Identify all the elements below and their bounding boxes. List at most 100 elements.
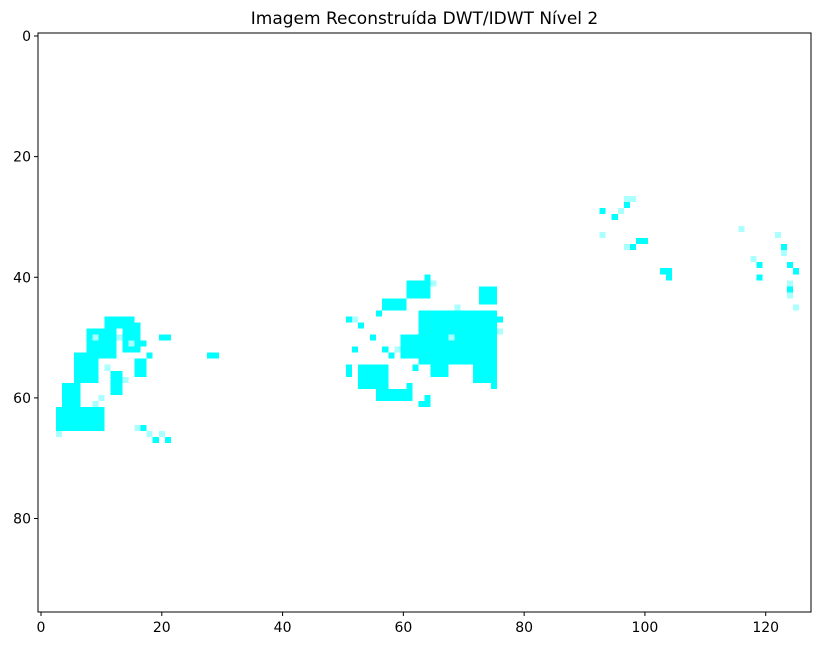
heatmap-cell-67 [786, 286, 793, 293]
heatmap-region-15 [382, 298, 407, 311]
heatmap-region-1 [62, 382, 81, 407]
heatmap-cell-69 [792, 304, 799, 311]
heatmap-cell-32 [418, 400, 425, 407]
x-tick-label: 20 [153, 620, 171, 636]
heatmap-region-11 [430, 358, 449, 377]
y-tick-label: 40 [13, 270, 31, 286]
heatmap-cell-37 [454, 304, 461, 311]
heatmap-region-14 [406, 280, 431, 299]
x-tick-label: 0 [37, 620, 46, 636]
heatmap-cell-54 [660, 268, 667, 275]
heatmap-region-12 [376, 388, 413, 401]
x-tick-label: 120 [752, 620, 779, 636]
heatmap-cell-45 [623, 201, 630, 208]
chart-title: Imagem Reconstruída DWT/IDWT Nível 2 [251, 9, 598, 29]
x-tick-label: 80 [515, 620, 533, 636]
heatmap-cell-10 [158, 334, 165, 341]
heatmap-cell-13 [213, 352, 220, 359]
heatmap-cell-57 [738, 226, 745, 233]
heatmap-cell-62 [756, 262, 763, 269]
y-axis: 0 20 40 60 80 [13, 29, 38, 528]
heatmap-cell-3 [104, 364, 111, 371]
heatmap-region-3 [86, 328, 117, 359]
heatmap-region-5 [122, 322, 141, 353]
heatmap-cell-27 [376, 310, 383, 317]
heatmap-cell-41 [448, 334, 455, 341]
heatmap-cell-19 [164, 437, 171, 444]
heatmap-cell-23 [352, 346, 359, 353]
heatmap-cell-42 [406, 382, 413, 389]
heatmap-cell-21 [352, 316, 359, 323]
heatmap-cell-24 [345, 364, 353, 371]
heatmap-cell-15 [146, 431, 153, 438]
heatmap-cell-43 [623, 195, 630, 202]
heatmap-cell-63 [786, 262, 793, 269]
heatmap-cell-53 [623, 244, 630, 251]
y-tick-label: 20 [13, 150, 31, 166]
heatmap-cell-39 [496, 328, 504, 335]
heatmap-region-0 [56, 406, 105, 432]
heatmap-cell-9 [146, 352, 153, 359]
heatmap-cell-11 [164, 334, 171, 341]
heatmap-cell-17 [152, 437, 159, 444]
heatmap-cell-34 [424, 274, 431, 281]
heatmap-region-13 [358, 364, 389, 389]
heatmap-cell-7 [92, 334, 99, 341]
heatmap-cell-22 [358, 322, 365, 329]
heatmap-cell-65 [756, 274, 763, 281]
heatmap-cell-52 [629, 244, 636, 251]
heatmap-cell-31 [424, 394, 431, 401]
heatmap-cell-26 [370, 334, 377, 341]
heatmap-cell-59 [780, 244, 787, 251]
heatmap-cell-4 [122, 376, 129, 383]
heatmap-cell-8 [140, 340, 147, 347]
heatmap-cell-55 [666, 268, 673, 275]
heatmap-region-6 [134, 358, 147, 377]
heatmap-region-9 [400, 334, 419, 359]
x-tick-label: 40 [274, 620, 292, 636]
heatmap-cell-29 [382, 346, 389, 353]
heatmap-cell-35 [430, 280, 437, 287]
heatmap-cell-5 [128, 340, 135, 347]
heatmap-cell-20 [345, 316, 353, 323]
heatmap-cell-68 [786, 292, 793, 299]
heatmap-cell-6 [116, 334, 123, 341]
x-tick-label: 100 [632, 620, 659, 636]
heatmap-cell-46 [617, 207, 624, 214]
heatmap-cell-51 [641, 238, 648, 245]
heatmap-region-16 [478, 286, 497, 305]
heatmap-cell-64 [792, 268, 799, 275]
plot-area [37, 32, 812, 613]
y-tick-label: 0 [22, 29, 31, 45]
heatmap-cell-40 [394, 346, 401, 353]
heatmap-cell-60 [780, 250, 787, 257]
heatmap-cell-1 [92, 400, 99, 407]
heatmap-cell-44 [629, 195, 636, 202]
heatmap-region-10 [472, 358, 497, 383]
heatmap-cell-47 [599, 207, 606, 214]
heatmap-region-8 [418, 310, 497, 365]
heatmap-cell-36 [490, 382, 497, 389]
heatmap-cell-0 [56, 431, 63, 438]
y-tick-label: 80 [13, 512, 31, 528]
heatmap-cell-50 [635, 238, 642, 245]
heatmap-cell-30 [412, 364, 419, 371]
heatmap-cell-18 [158, 431, 165, 438]
heatmap-cell-14 [140, 425, 147, 432]
heatmap-region-7 [110, 370, 123, 395]
x-axis: 0 20 40 60 80 100 120 [37, 612, 779, 636]
heatmap-cell-48 [611, 213, 618, 220]
heatmap-cell-38 [496, 316, 504, 323]
heatmap-cell-16 [134, 425, 141, 432]
heatmap-cell-33 [424, 400, 431, 407]
heatmap-cell-25 [345, 370, 353, 377]
heatmap-cell-56 [666, 274, 673, 281]
heatmap-cell-2 [98, 394, 105, 401]
x-tick-label: 60 [394, 620, 412, 636]
heatmap-cell-66 [786, 280, 793, 287]
heatmap-cell-12 [207, 352, 214, 359]
y-tick-label: 60 [13, 391, 31, 407]
heatmap-cell-58 [774, 232, 781, 239]
heatmap-cell-28 [388, 352, 395, 359]
